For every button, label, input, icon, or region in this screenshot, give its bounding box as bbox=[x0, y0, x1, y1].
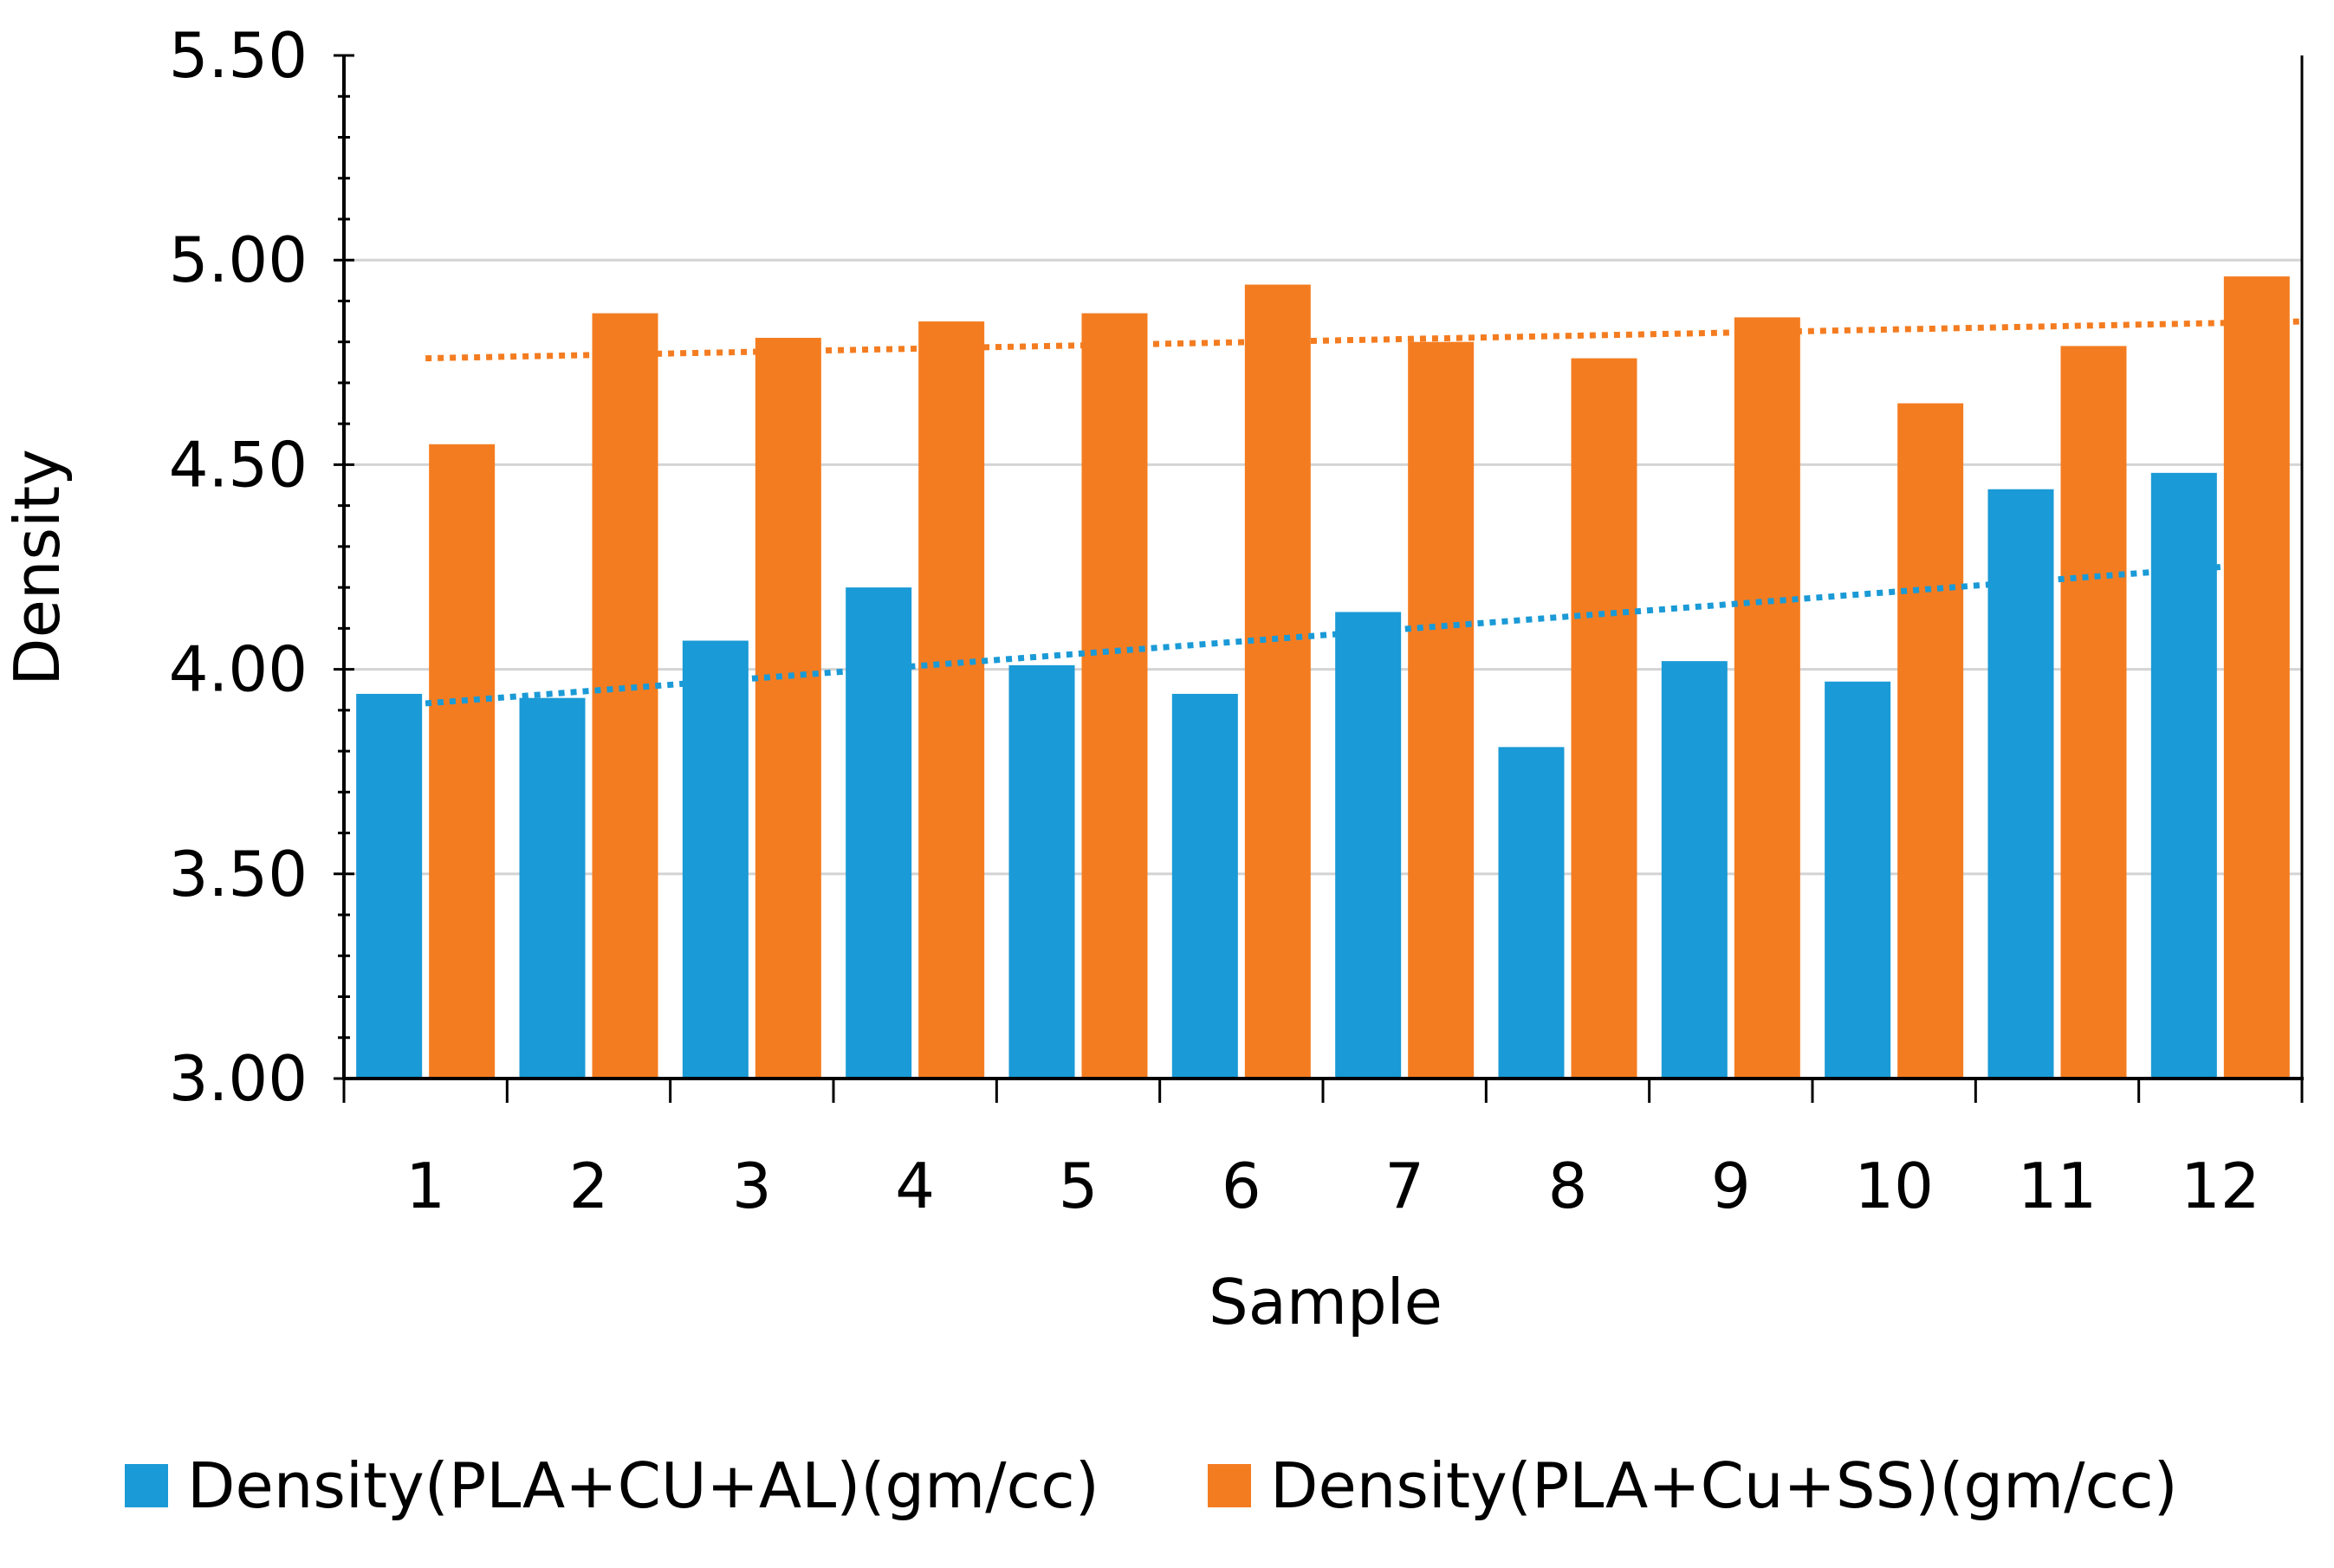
bar-series1-sample-5 bbox=[1008, 664, 1075, 1079]
bar-series2-sample-10 bbox=[1897, 403, 1964, 1079]
legend-swatch-series1 bbox=[125, 1464, 168, 1507]
bar-series2-sample-1 bbox=[429, 444, 496, 1079]
bar-series1-sample-8 bbox=[1498, 747, 1565, 1079]
y-tick-label-5.50: 5.50 bbox=[169, 19, 308, 92]
trendline-series1 bbox=[388, 564, 2221, 709]
legend-item-series2: Density(PLA+Cu+SS)(gm/cc) bbox=[1208, 1449, 2178, 1522]
bar-series2-sample-4 bbox=[918, 321, 985, 1079]
trendline-series2 bbox=[425, 318, 2301, 362]
bar-series2-sample-5 bbox=[1081, 313, 1148, 1079]
bar-series1-sample-3 bbox=[682, 640, 749, 1079]
x-tick-label-8: 8 bbox=[1548, 1150, 1588, 1222]
x-tick-label-10: 10 bbox=[1854, 1150, 1934, 1222]
bar-series1-sample-6 bbox=[1171, 693, 1238, 1079]
y-tick-label-5.00: 5.00 bbox=[169, 224, 308, 296]
y-tick-label-4.50: 4.50 bbox=[169, 428, 308, 501]
bar-series2-sample-12 bbox=[2223, 276, 2290, 1079]
x-tick-label-1: 1 bbox=[405, 1150, 445, 1222]
legend-label-series2: Density(PLA+Cu+SS)(gm/cc) bbox=[1270, 1449, 2178, 1522]
y-tick-label-3.50: 3.50 bbox=[169, 838, 308, 910]
bar-series2-sample-7 bbox=[1408, 341, 1475, 1079]
gridlines bbox=[344, 258, 2302, 876]
y-tick-label-4.00: 4.00 bbox=[169, 633, 308, 706]
x-tick-label-6: 6 bbox=[1222, 1150, 1261, 1222]
legend-item-series1: Density(PLA+CU+AL)(gm/cc) bbox=[125, 1449, 1099, 1522]
legend-label-series1: Density(PLA+CU+AL)(gm/cc) bbox=[187, 1449, 1099, 1522]
bar-series2-sample-3 bbox=[755, 337, 821, 1079]
bar-series2-sample-11 bbox=[2060, 346, 2127, 1079]
y-tick-label-3.00: 3.00 bbox=[169, 1042, 308, 1115]
bar-series2-sample-9 bbox=[1734, 317, 1800, 1079]
x-tick-label-5: 5 bbox=[1059, 1150, 1099, 1222]
bar-series1-sample-4 bbox=[846, 587, 912, 1079]
bar-series1-sample-12 bbox=[2150, 472, 2217, 1079]
x-tick-label-12: 12 bbox=[2181, 1150, 2260, 1222]
tick-labels: 3.003.504.004.505.005.501 2 3 4 5 6 7 8 9 10 11 12 bbox=[169, 19, 2260, 1222]
axes bbox=[334, 54, 2304, 1103]
x-tick-label-3: 3 bbox=[732, 1150, 772, 1222]
x-tick-label-2: 2 bbox=[569, 1150, 609, 1222]
bar-series1-sample-11 bbox=[1987, 489, 2054, 1079]
trendlines bbox=[388, 318, 2301, 709]
x-tick-label-11: 11 bbox=[2018, 1150, 2097, 1222]
bar-series1-sample-7 bbox=[1335, 612, 1402, 1079]
x-axis-title: Sample bbox=[1209, 1266, 1443, 1338]
x-tick-label-7: 7 bbox=[1384, 1150, 1424, 1222]
legend: Density(PLA+CU+AL)(gm/cc) Density(PLA+Cu+… bbox=[125, 1449, 2178, 1522]
x-tick-label-9: 9 bbox=[1711, 1150, 1751, 1222]
bar-series1-sample-9 bbox=[1661, 661, 1728, 1079]
x-tick-label-4: 4 bbox=[895, 1150, 935, 1222]
legend-swatch-series2 bbox=[1208, 1464, 1251, 1507]
bar-series1-sample-2 bbox=[519, 697, 586, 1079]
bars bbox=[356, 276, 2290, 1079]
bar-series1-sample-1 bbox=[356, 693, 423, 1079]
bar-series2-sample-6 bbox=[1244, 284, 1311, 1079]
bar-series1-sample-10 bbox=[1825, 681, 1891, 1079]
bar-series2-sample-2 bbox=[592, 313, 658, 1079]
bar-series2-sample-8 bbox=[1571, 358, 1637, 1079]
y-axis-title: Density bbox=[1, 449, 74, 686]
